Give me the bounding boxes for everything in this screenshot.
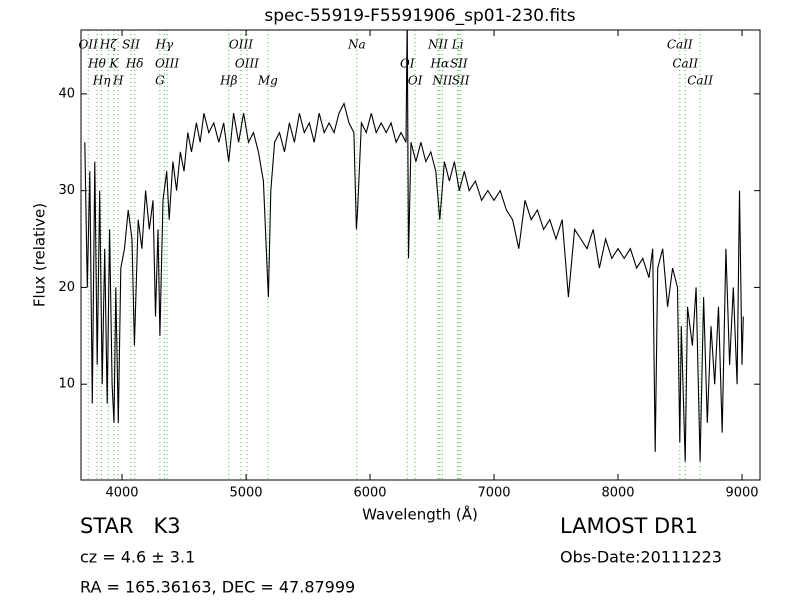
spectral-line-label: Mg (257, 74, 278, 88)
spectral-line-label: OIII (155, 57, 179, 71)
spectral-line-label: SII (450, 57, 468, 71)
x-tick-label: 8000 (601, 486, 634, 501)
y-tick-label: 40 (58, 86, 75, 101)
spectrum-line (84, 30, 744, 462)
spectral-line-label: NII (427, 38, 448, 52)
x-axis-label: Wavelength (Å) (362, 505, 478, 524)
spectral-line-label: G (155, 74, 165, 88)
spectral-line-label: OIII (235, 57, 259, 71)
redshift: cz = 4.6 ± 3.1 (80, 548, 195, 567)
spectral-line-label: K (108, 57, 119, 71)
spectral-line-label: Hδ (125, 57, 144, 71)
obs-date: Obs-Date:20111223 (560, 548, 722, 567)
y-tick-label: 30 (58, 183, 75, 198)
plot-frame (80, 29, 761, 481)
survey: LAMOST DR1 (560, 514, 698, 538)
x-tick-label: 4000 (105, 486, 138, 501)
spectral-line-label: CaII (667, 38, 693, 52)
spectral-line-label: Hζ (99, 38, 118, 52)
spectral-line-label: OI (400, 57, 415, 71)
x-tick-label: 9000 (725, 486, 758, 501)
chart-title: spec-55919-F5591906_sp01-230.fits (264, 6, 575, 26)
spectral-line-label: SII (452, 74, 470, 88)
spectral-line-label: H (112, 74, 124, 88)
x-tick-label: 6000 (353, 486, 386, 501)
spectral-line-label: OIII (229, 38, 253, 52)
spectral-line-label: Hγ (155, 38, 174, 52)
x-tick-label: 7000 (477, 486, 510, 501)
spectral-line-label: Hη (92, 74, 111, 88)
spectral-line-label: OII (79, 38, 99, 52)
object-class: STAR K3 (80, 514, 181, 538)
y-tick-label: 20 (58, 280, 75, 295)
y-tick-label: 10 (58, 377, 75, 392)
spectral-line-label: OI (408, 74, 423, 88)
spectral-line-label: CaII (687, 74, 713, 88)
y-axis-label: Flux (relative) (31, 203, 49, 307)
spectral-line-label: SII (122, 38, 140, 52)
spectral-line-label: Hα (430, 57, 450, 71)
spectral-line-label: NII (431, 74, 452, 88)
spectral-line-label: Na (347, 38, 366, 52)
spectral-line-label: Hθ (87, 57, 106, 71)
spectral-line-label: Hβ (219, 74, 237, 88)
plot-area (84, 30, 744, 480)
spectral-line-label: Li (451, 38, 464, 52)
coordinates: RA = 165.36163, DEC = 47.87999 (80, 578, 355, 597)
spectral-line-label: CaII (672, 57, 698, 71)
x-tick-label: 5000 (229, 486, 262, 501)
